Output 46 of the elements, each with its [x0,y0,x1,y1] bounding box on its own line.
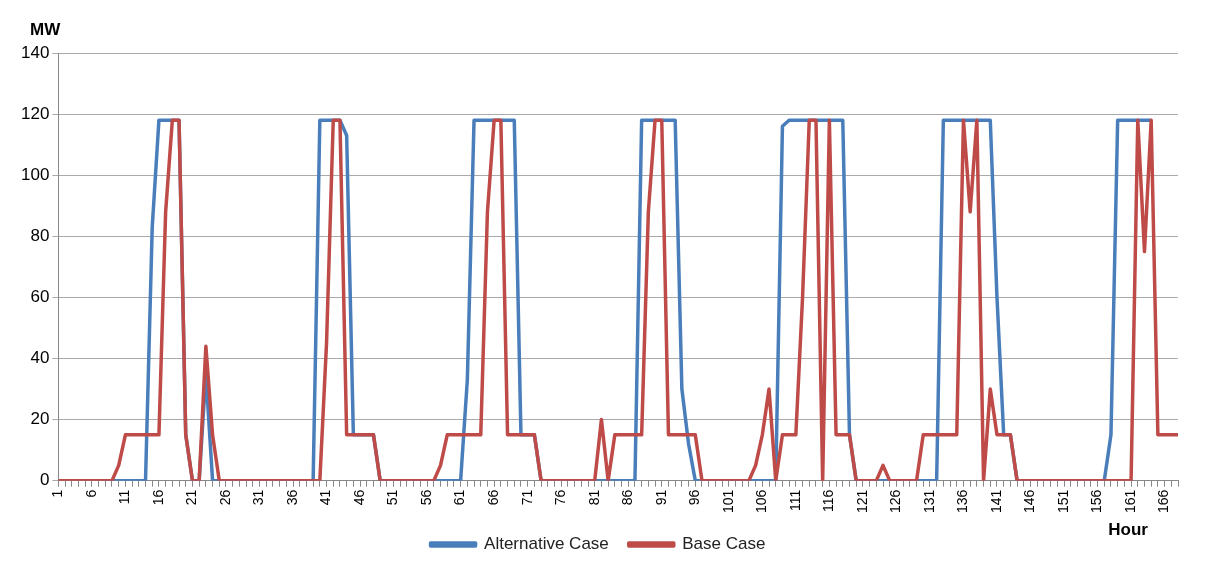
x-tick-label: 71 [518,489,535,506]
x-axis-title: Hour [1108,520,1148,540]
x-tick-label: 16 [149,489,166,506]
x-tick-label: 136 [954,489,971,513]
x-tick-label: 151 [1054,489,1071,513]
x-tick-label: 21 [183,489,200,506]
x-tick-label: 1 [49,489,66,498]
x-tick-label: 46 [350,489,367,506]
y-tick-label: 0 [39,470,50,490]
x-tick-label: 126 [887,489,904,513]
y-tick-label: 20 [30,409,50,429]
x-tick-label: 76 [552,489,569,506]
y-axis-title: MW [30,20,61,40]
x-tick-label: 61 [451,489,468,506]
x-tick-label: 51 [384,489,401,506]
x-tick-label: 141 [987,489,1004,513]
y-tick-label: 120 [20,103,50,123]
x-tick-label: 41 [317,489,334,506]
x-tick-label: 146 [1021,489,1038,513]
x-tick-label: 91 [652,489,669,506]
x-tick-label: 156 [1088,489,1105,513]
x-tick-label: 101 [719,489,736,513]
x-tick-label: 36 [283,489,300,506]
x-tick-label: 6 [82,489,99,498]
x-tick-label: 121 [853,489,870,513]
legend-label: Base Case [682,534,766,554]
y-tick-label: 140 [20,42,50,62]
x-tick-label: 81 [585,489,602,506]
x-tick-label: 66 [485,489,502,506]
x-tick-label: 26 [216,489,233,506]
x-tick-label: 116 [820,489,837,512]
x-tick-label: 131 [920,489,937,513]
legend-label: Alternative Case [484,534,609,554]
x-tick-label: 31 [250,489,267,506]
x-tick-label: 106 [753,489,770,513]
x-tick-label: 56 [417,489,434,506]
y-tick-label: 100 [20,164,50,184]
x-tick-label: 111 [786,489,803,511]
x-tick-label: 166 [1155,489,1172,513]
y-tick-label: 60 [30,287,50,307]
x-tick-label: 86 [619,489,636,506]
x-tick-label: 161 [1121,489,1138,513]
y-tick-label: 40 [30,348,50,368]
y-tick-label: 80 [30,225,50,245]
x-tick-label: 96 [686,489,703,506]
x-tick-label: 11 [116,489,133,505]
